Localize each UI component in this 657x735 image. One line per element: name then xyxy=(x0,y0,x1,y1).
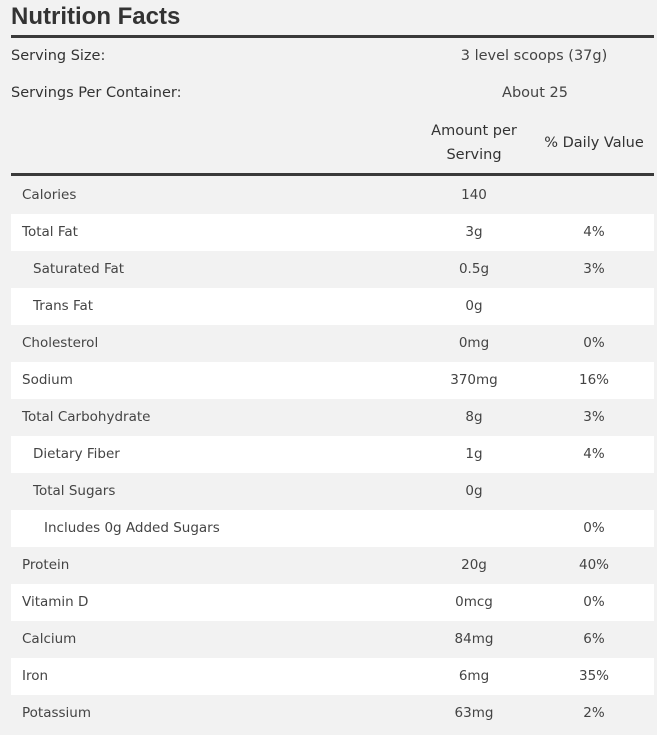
nutrient-daily-value: 3% xyxy=(583,409,605,425)
nutrient-name: Calcium xyxy=(22,631,77,647)
servings-per-container-value: About 25 xyxy=(502,85,568,101)
nutrient-row: Sodium 370mg 16% xyxy=(11,362,654,399)
nutrient-daily-value: 0% xyxy=(583,520,605,536)
nutrient-name: Total Carbohydrate xyxy=(22,409,151,425)
nutrient-amount: 20g xyxy=(461,557,487,573)
nutrient-table: Calories 140 Total Fat 3g 4% Saturated Fat 0.5… xyxy=(11,177,654,732)
nutrient-daily-value: 40% xyxy=(578,557,609,573)
nutrient-amount: 63mg xyxy=(454,705,494,721)
nutrient-daily-value: 2% xyxy=(583,705,605,721)
nutrient-row: Calories 140 xyxy=(11,177,654,214)
nutrient-amount: 8g xyxy=(465,409,483,425)
serving-size-label: Serving Size: xyxy=(11,48,106,64)
nutrient-amount: 6mg xyxy=(458,668,490,684)
nutrient-row: Trans Fat 0g xyxy=(11,288,654,325)
nutrient-name: Iron xyxy=(22,668,49,684)
nutrient-amount: 370mg xyxy=(450,372,498,388)
amount-per-serving-header: Amount per Serving xyxy=(414,119,534,167)
nutrient-row: Vitamin D 0mcg 0% xyxy=(11,584,654,621)
page-title: Nutrition Facts xyxy=(11,3,181,30)
nutrient-row: Calcium 84mg 6% xyxy=(11,621,654,658)
nutrient-row: Cholesterol 0mg 0% xyxy=(11,325,654,362)
nutrient-amount: 0mg xyxy=(458,335,490,351)
nutrient-amount: 84mg xyxy=(454,631,494,647)
servings-per-container-label: Servings Per Container: xyxy=(11,85,182,101)
header-divider xyxy=(11,173,654,176)
nutrient-name: Sodium xyxy=(22,372,73,388)
nutrient-name: Vitamin D xyxy=(22,594,89,610)
nutrient-amount: 3g xyxy=(465,224,483,240)
nutrient-daily-value: 35% xyxy=(578,668,609,684)
nutrient-name: Trans Fat xyxy=(33,298,94,314)
nutrient-amount: 0g xyxy=(465,298,483,314)
amount-header-line1: Amount per xyxy=(431,123,517,139)
nutrient-name: Calories xyxy=(22,187,77,203)
nutrient-row: Dietary Fiber 1g 4% xyxy=(11,436,654,473)
nutrient-row: Potassium 63mg 2% xyxy=(11,695,654,732)
amount-header-line2: Serving xyxy=(446,147,502,163)
nutrient-name: Dietary Fiber xyxy=(33,446,120,462)
nutrient-daily-value: 3% xyxy=(583,261,605,277)
nutrient-daily-value: 6% xyxy=(583,631,605,647)
nutrient-row: Includes 0g Added Sugars 0% xyxy=(11,510,654,547)
daily-value-header: % Daily Value xyxy=(544,135,644,151)
nutrient-name: Total Sugars xyxy=(33,483,116,499)
nutrient-daily-value: 0% xyxy=(583,594,605,610)
nutrient-daily-value: 0% xyxy=(583,335,605,351)
nutrient-row: Saturated Fat 0.5g 3% xyxy=(11,251,654,288)
nutrient-name: Protein xyxy=(22,557,70,573)
nutrient-daily-value: 16% xyxy=(578,372,609,388)
nutrient-row: Total Sugars 0g xyxy=(11,473,654,510)
nutrient-name: Total Fat xyxy=(22,224,78,240)
title-divider xyxy=(11,35,654,38)
nutrient-daily-value: 4% xyxy=(583,446,605,462)
nutrient-row: Protein 20g 40% xyxy=(11,547,654,584)
serving-size-value: 3 level scoops (37g) xyxy=(460,48,608,64)
nutrient-amount: 0mcg xyxy=(455,594,493,610)
nutrient-name: Saturated Fat xyxy=(33,261,125,277)
nutrient-daily-value: 4% xyxy=(583,224,605,240)
nutrient-name: Cholesterol xyxy=(22,335,99,351)
nutrient-name: Potassium xyxy=(22,705,92,721)
nutrient-row: Total Carbohydrate 8g 3% xyxy=(11,399,654,436)
nutrient-amount: 0.5g xyxy=(458,261,490,277)
nutrient-name: Includes 0g Added Sugars xyxy=(44,520,220,536)
nutrient-row: Total Fat 3g 4% xyxy=(11,214,654,251)
nutrient-amount: 0g xyxy=(465,483,483,499)
nutrient-amount: 1g xyxy=(465,446,483,462)
nutrient-amount: 140 xyxy=(461,187,487,203)
nutrient-row: Iron 6mg 35% xyxy=(11,658,654,695)
